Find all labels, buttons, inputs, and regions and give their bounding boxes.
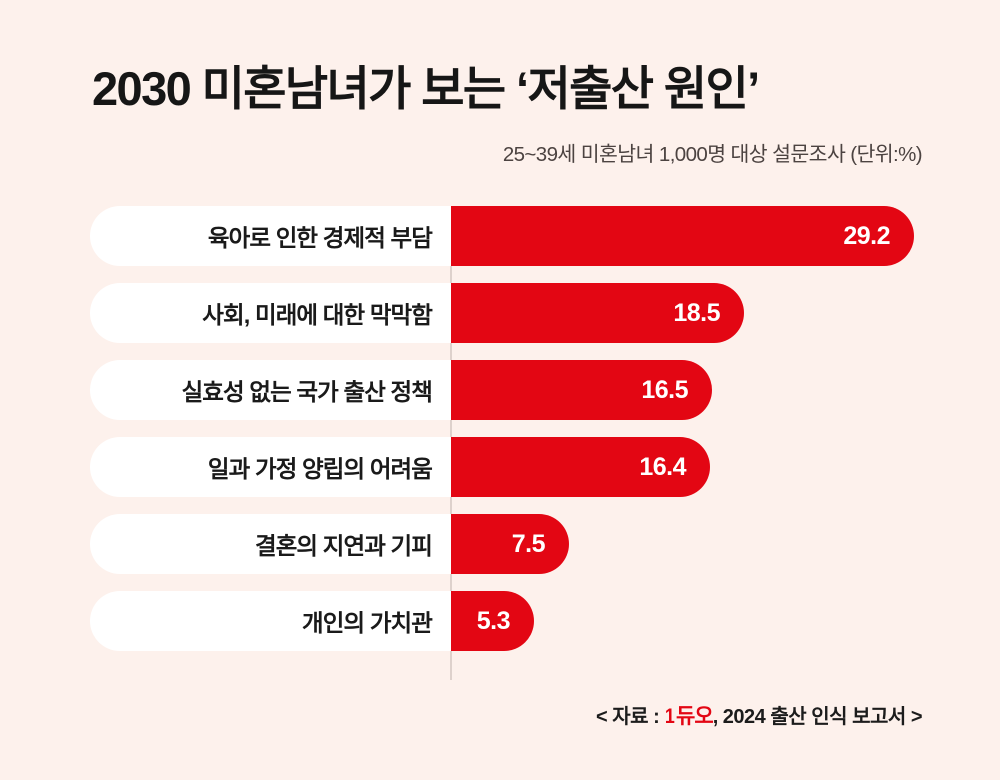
duo-logo-word: 듀오 [676, 705, 714, 728]
bar-value-label: 29.2 [843, 221, 890, 250]
bar-list: 육아로 인한 경제적 부담 29.2 사회, 미래에 대한 막막함 18.5 실효성 없… [0, 206, 1000, 651]
source-suffix: , 2024 출산 인식 보고서 > [712, 706, 923, 728]
bar-label-pill: 실효성 없는 국가 출산 정책 [90, 360, 452, 420]
bar-fill: 7.5 [451, 514, 569, 574]
bar-track: 7.5 [451, 514, 1000, 574]
bar-track: 29.2 [451, 206, 1000, 266]
bar-value-label: 16.4 [639, 452, 686, 481]
bar-category-label: 실효성 없는 국가 출산 정책 [181, 379, 433, 405]
bar-value-label: 5.3 [476, 606, 511, 635]
source-prefix: < 자료 : [596, 706, 665, 728]
bar-label-pill: 육아로 인한 경제적 부담 [90, 206, 452, 266]
bar-label-pill: 일과 가정 양립의 어려움 [90, 437, 452, 497]
bar-category-label: 육아로 인한 경제적 부담 [207, 225, 433, 251]
bar-value-label: 16.5 [641, 375, 688, 404]
duo-logo-mark-icon: 1 [665, 705, 675, 728]
bar-fill: 29.2 [451, 206, 914, 266]
page-title: 2030 미혼남녀가 보는 ‘저출산 원인’ [92, 62, 760, 115]
bar-fill: 5.3 [451, 591, 534, 651]
duo-logo: 1 듀오 [664, 700, 714, 730]
source-footer: < 자료 : 1 듀오, 2024 출산 인식 보고서 > [0, 700, 1000, 730]
bar-row: 사회, 미래에 대한 막막함 18.5 [0, 283, 1000, 343]
bar-category-label: 개인의 가치관 [302, 610, 433, 636]
bar-row: 실효성 없는 국가 출산 정책 16.5 [0, 360, 1000, 420]
bar-value-label: 18.5 [673, 298, 720, 327]
chart-plot-area: 육아로 인한 경제적 부담 29.2 사회, 미래에 대한 막막함 18.5 실효성 없… [0, 206, 1000, 680]
bar-category-label: 결혼의 지연과 기피 [254, 533, 433, 559]
bar-fill: 16.5 [451, 360, 712, 420]
bar-row: 육아로 인한 경제적 부담 29.2 [0, 206, 1000, 266]
bar-track: 16.4 [451, 437, 1000, 497]
bar-label-pill: 개인의 가치관 [90, 591, 452, 651]
bar-label-pill: 사회, 미래에 대한 막막함 [90, 283, 452, 343]
bar-fill: 16.4 [451, 437, 710, 497]
bar-row: 개인의 가치관 5.3 [0, 591, 1000, 651]
bar-label-pill: 결혼의 지연과 기피 [90, 514, 452, 574]
bar-value-label: 7.5 [511, 529, 546, 558]
bar-track: 16.5 [451, 360, 1000, 420]
bar-track: 5.3 [451, 591, 1000, 651]
bar-row: 결혼의 지연과 기피 7.5 [0, 514, 1000, 574]
bar-track: 18.5 [451, 283, 1000, 343]
chart-subtitle: 25~39세 미혼남녀 1,000명 대상 설문조사 (단위:%) [502, 143, 923, 166]
bar-category-label: 사회, 미래에 대한 막막함 [202, 302, 433, 328]
header: 2030 미혼남녀가 보는 ‘저출산 원인’ 25~39세 미혼남녀 1,000… [0, 58, 1000, 168]
bar-row: 일과 가정 양립의 어려움 16.4 [0, 437, 1000, 497]
bar-fill: 18.5 [451, 283, 744, 343]
bar-category-label: 일과 가정 양립의 어려움 [207, 456, 433, 482]
